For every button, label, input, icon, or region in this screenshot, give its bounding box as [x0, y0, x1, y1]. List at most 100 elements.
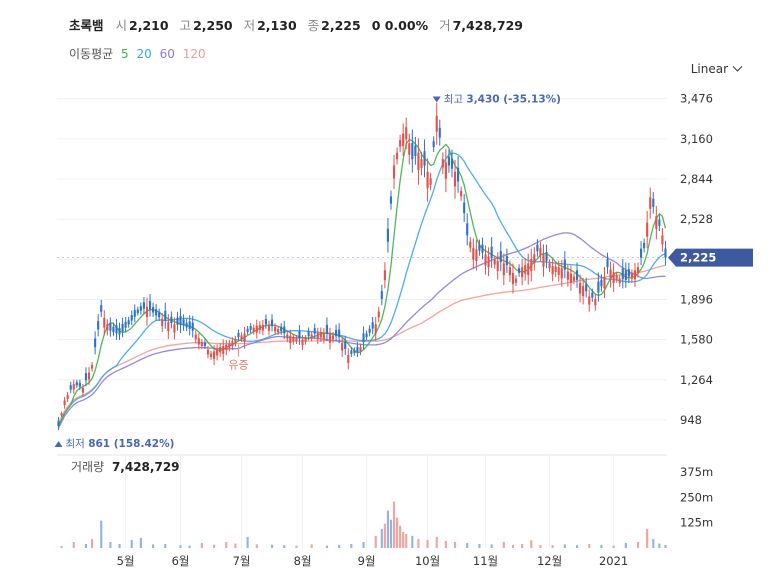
candle-body [505, 256, 508, 266]
candle-body [530, 258, 533, 272]
candle-body [575, 270, 579, 280]
candle-body [331, 335, 335, 340]
volume-bar [664, 544, 667, 548]
candle-body [359, 347, 362, 352]
candle-body [579, 283, 582, 294]
ma-5: 5 [121, 47, 129, 61]
candle [188, 315, 191, 336]
candle [472, 238, 475, 270]
candle [234, 335, 237, 347]
candle [389, 190, 393, 210]
candle [335, 324, 338, 342]
candle-body [649, 197, 652, 209]
candle-body [145, 306, 149, 317]
candle-body [200, 342, 203, 346]
candle [203, 339, 206, 349]
candle [255, 319, 258, 339]
candle [161, 312, 164, 332]
moving-average-20 [57, 152, 666, 427]
volume-bar [179, 545, 182, 548]
moving-average-legend[interactable]: 이동평균 5 20 60 120 [69, 45, 210, 62]
scale-label: Linear [690, 62, 728, 76]
volume-bar [84, 543, 88, 548]
volume-bar [478, 543, 481, 548]
volume-bar [164, 543, 167, 548]
high-label: 고 [179, 18, 192, 33]
candle-body [643, 242, 646, 249]
candle-body [176, 317, 179, 325]
candle [213, 345, 216, 366]
candle [405, 117, 408, 150]
volume-bar [389, 519, 393, 548]
volume-bar [283, 545, 286, 548]
candle [402, 123, 405, 157]
candle-body [514, 278, 518, 283]
volume-bar [466, 542, 469, 548]
candle [566, 264, 569, 287]
candle [173, 317, 176, 340]
candle [432, 136, 435, 153]
volume-bar [600, 544, 603, 548]
candle [453, 159, 457, 199]
candle [106, 319, 109, 336]
candle [490, 237, 493, 268]
candle [542, 244, 545, 277]
candle-body [292, 337, 295, 342]
candle [557, 260, 560, 282]
candle-body [118, 328, 121, 335]
candle-body [472, 248, 475, 260]
candle-body [286, 334, 289, 339]
candle-body [658, 219, 661, 226]
candle-body [408, 143, 411, 155]
candle [502, 253, 505, 286]
candle [270, 314, 274, 332]
candle [618, 274, 621, 287]
candle-body [585, 283, 588, 292]
candle-body [405, 127, 408, 140]
candle-body [655, 216, 658, 229]
volume-bar [255, 544, 258, 548]
candle-body [240, 335, 243, 339]
volume-tick-label: 250m [680, 490, 713, 504]
candle [661, 228, 664, 252]
candle [69, 381, 72, 394]
candle-body [280, 326, 283, 332]
candle-body [545, 252, 548, 261]
volume-bar [551, 545, 554, 548]
volume-bar [380, 528, 383, 548]
candle-body [246, 328, 249, 332]
volume-value: 7,428,729 [452, 18, 523, 33]
candle-body [484, 254, 487, 266]
candle [206, 345, 210, 359]
candle [582, 277, 585, 305]
volume-bar [325, 545, 328, 548]
candle [252, 324, 255, 335]
candle [533, 247, 536, 271]
candle [414, 136, 417, 165]
candle [368, 325, 371, 337]
candle-body [81, 387, 84, 393]
candle [597, 272, 600, 302]
candle [267, 320, 271, 336]
candle-body [435, 115, 438, 132]
candle-body [173, 324, 176, 333]
candle-body [72, 384, 75, 390]
candle [362, 326, 365, 350]
candle-body [353, 350, 356, 354]
candle-body [588, 296, 591, 305]
candle [658, 214, 661, 232]
candle [530, 248, 533, 282]
candle-body [133, 310, 136, 317]
candle-body [386, 228, 389, 242]
candle [66, 391, 69, 403]
scale-selector[interactable]: Linear [690, 61, 743, 76]
candle-body [231, 341, 234, 347]
candle-body [460, 190, 463, 197]
candle [417, 138, 420, 185]
price-tick-label: 1,580 [680, 333, 713, 347]
volume-bar [563, 544, 566, 548]
time-tick-label: 10월 [415, 554, 440, 568]
candle-body [63, 400, 66, 406]
candle-body [603, 276, 606, 289]
